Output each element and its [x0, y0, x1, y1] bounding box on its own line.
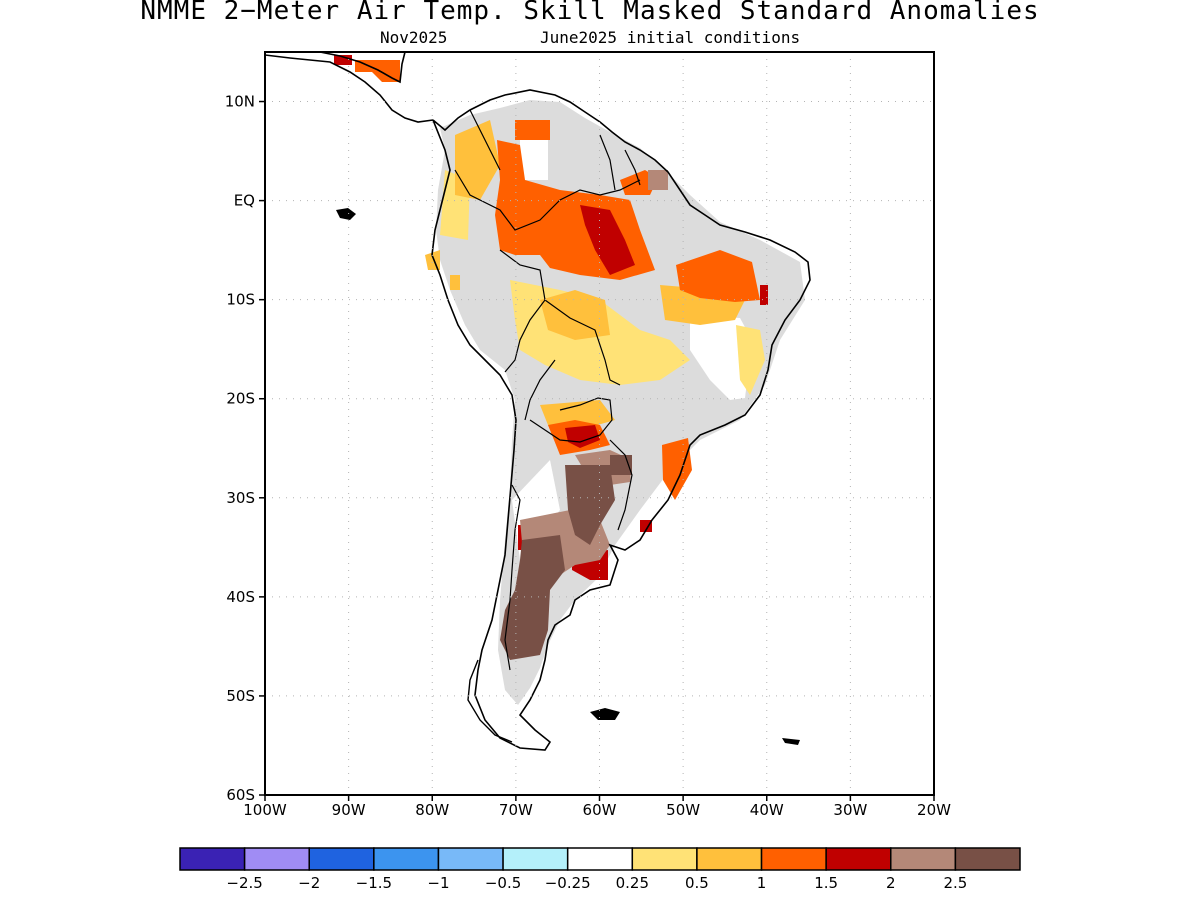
lon-tick-label: 80W: [415, 801, 449, 819]
colorbar-swatch: [696, 847, 763, 871]
lat-tick-label: 50S: [226, 687, 255, 705]
colorbar-swatch: [437, 847, 504, 871]
anomaly-gt-2.5: [500, 535, 565, 660]
colorbar-swatch: [954, 847, 1021, 871]
colorbar-label: −0.25: [545, 874, 591, 892]
colorbar-label: 0.5: [685, 874, 709, 892]
land-masked: [436, 100, 805, 705]
latitude-axis: 10N EQ 10S 20S 30S 40S 50S 60S: [225, 93, 265, 804]
anomaly-1.5-2: [640, 520, 652, 532]
map-title: NMME 2−Meter Air Temp. Skill Masked Stan…: [140, 0, 1040, 26]
lon-tick-label: 50W: [666, 801, 700, 819]
anomaly-0.5-1: [540, 400, 615, 430]
colorbar-swatch: [179, 847, 246, 871]
colorbar-swatch: [890, 847, 957, 871]
colorbar-label: 1: [757, 874, 767, 892]
colorbar-label: −1: [427, 874, 449, 892]
anomaly-1-1.5: [662, 438, 692, 500]
coastline-south-america: [431, 89, 811, 751]
lat-tick-label: EQ: [234, 192, 255, 210]
colorbar-label: −2: [298, 874, 320, 892]
lat-tick-label: 40S: [226, 588, 255, 606]
lat-tick-label: 30S: [226, 489, 255, 507]
anomaly-1.5-2: [580, 205, 635, 275]
lat-tick-label: 10S: [226, 291, 255, 309]
forecast-month: Nov2025: [380, 28, 448, 47]
lon-tick-label: 70W: [499, 801, 533, 819]
colorbar-swatch: [502, 847, 569, 871]
lon-tick-label: 100W: [243, 801, 287, 819]
colorbar-swatch: [825, 847, 892, 871]
colorbar-swatch: [373, 847, 440, 871]
lon-tick-label: 20W: [917, 801, 951, 819]
anomaly-0.25-0.5: [736, 325, 765, 395]
colorbar-label: −0.5: [485, 874, 521, 892]
coastline-mexico-gulf: [319, 52, 406, 84]
anomaly-white: [520, 140, 548, 180]
map-area: [265, 52, 811, 751]
island-south-georgia: [782, 738, 800, 745]
colorbar-label: 1.5: [814, 874, 838, 892]
colorbar: −2.5 −2 −1.5 −1 −0.5 −0.25 0.25 0.5 1 1.5 2 2.5: [179, 847, 1021, 892]
lat-tick-label: 10N: [225, 93, 255, 111]
colorbar-swatch: [566, 847, 634, 871]
anomaly-1-1.5: [676, 250, 760, 302]
anomaly-gt-2.5: [565, 465, 615, 545]
colorbar-swatch: [308, 847, 375, 871]
anomaly-0.5-1: [540, 290, 610, 340]
country-borders: [454, 109, 641, 671]
colorbar-swatch: [243, 847, 310, 871]
initial-conditions: June2025 initial conditions: [540, 28, 801, 47]
lon-tick-label: 40W: [750, 801, 784, 819]
coastline-chile-fjords: [467, 659, 513, 743]
anomaly-2-2.5: [648, 170, 668, 190]
colorbar-label: 0.25: [616, 874, 649, 892]
colorbar-label: −2.5: [226, 874, 262, 892]
island-falklands: [590, 708, 620, 720]
colorbar-swatch: [631, 847, 698, 871]
anomaly-0.5-1: [450, 275, 460, 290]
colorbar-label: −1.5: [356, 874, 392, 892]
anomaly-1-1.5: [515, 120, 550, 140]
lon-tick-label: 60W: [583, 801, 617, 819]
lat-tick-label: 60S: [226, 786, 255, 804]
coastline-central-america: [265, 54, 434, 123]
anomaly-1.5-2: [760, 285, 768, 305]
colorbar-swatch: [760, 847, 827, 871]
colorbar-label: 2: [886, 874, 896, 892]
lon-tick-label: 30W: [833, 801, 867, 819]
lat-tick-label: 20S: [226, 390, 255, 408]
colorbar-label: 2.5: [943, 874, 967, 892]
lon-tick-label: 90W: [332, 801, 366, 819]
anomaly-1.5-2: [565, 425, 600, 448]
island-galapagos: [336, 208, 356, 220]
anomaly-0.5-1: [455, 120, 500, 200]
longitude-axis: 100W 90W 80W 70W 60W 50W 40W 30W 20W: [243, 795, 951, 819]
anomaly-white: [690, 315, 752, 400]
